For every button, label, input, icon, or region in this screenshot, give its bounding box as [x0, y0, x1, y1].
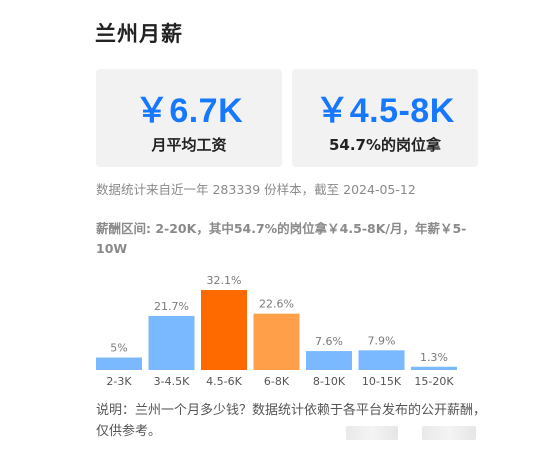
common-range-label: 54.7%的岗位拿 — [328, 136, 442, 154]
category-label: 2-3K — [106, 375, 132, 388]
category-label: 8-10K — [313, 375, 346, 388]
bar-value-label: 21.7% — [154, 300, 189, 313]
category-label: 15-20K — [414, 375, 454, 388]
bar-value-label: 7.6% — [315, 335, 343, 348]
bar-value-label: 7.9% — [368, 334, 396, 347]
average-salary-value: ￥6.7K — [134, 92, 244, 130]
category-label: 3-4.5K — [154, 375, 190, 388]
bar-4.5-6K — [201, 290, 247, 370]
bar-6-8K — [253, 313, 300, 370]
common-range-value: ￥4.5-8K — [315, 92, 455, 130]
value-labels-layer: 5% 21.7% 32.1% 22.6% 7.6% 7.9% 1.3% — [110, 274, 448, 364]
blurred-watermark-left — [346, 426, 398, 440]
bar-15-20K — [411, 366, 457, 370]
category-label: 10-15K — [362, 375, 402, 388]
category-label: 4.5-6K — [206, 375, 242, 388]
data-source-note: 数据统计来自近一年 283339 份样本，截至 2024-05-12 — [96, 182, 416, 197]
common-range-card: ￥4.5-8K 54.7%的岗位拿 — [292, 69, 478, 167]
category-labels-layer: 2-3K 3-4.5K 4.5-6K 6-8K 8-10K 10-15K 15-20K — [106, 375, 454, 388]
bar-10-15K — [358, 350, 405, 370]
page-title: 兰州月薪 — [95, 22, 183, 46]
bar-3-4.5K — [148, 315, 195, 370]
disclaimer-note: 说明：兰州一个月多少钱？数据统计依赖于各平台发布的公开薪酬，仅供参考。 — [96, 403, 487, 439]
bar-value-label: 22.6% — [259, 298, 294, 311]
salary-range-summary: 薪酬区间: 2-20K，其中54.7%的岗位拿￥4.5-8K/月，年薪￥5-10… — [96, 221, 467, 256]
bar-value-label: 32.1% — [207, 274, 242, 287]
bars-layer — [96, 290, 457, 370]
average-salary-label: 月平均工资 — [151, 136, 227, 154]
category-label: 6-8K — [264, 375, 290, 388]
average-salary-card: ￥6.7K 月平均工资 — [96, 69, 282, 167]
bar-2-3K — [96, 357, 142, 370]
bar-value-label: 1.3% — [420, 351, 448, 364]
bar-value-label: 5% — [110, 342, 127, 355]
bar-8-10K — [306, 351, 352, 370]
blurred-watermark-right — [422, 426, 476, 440]
